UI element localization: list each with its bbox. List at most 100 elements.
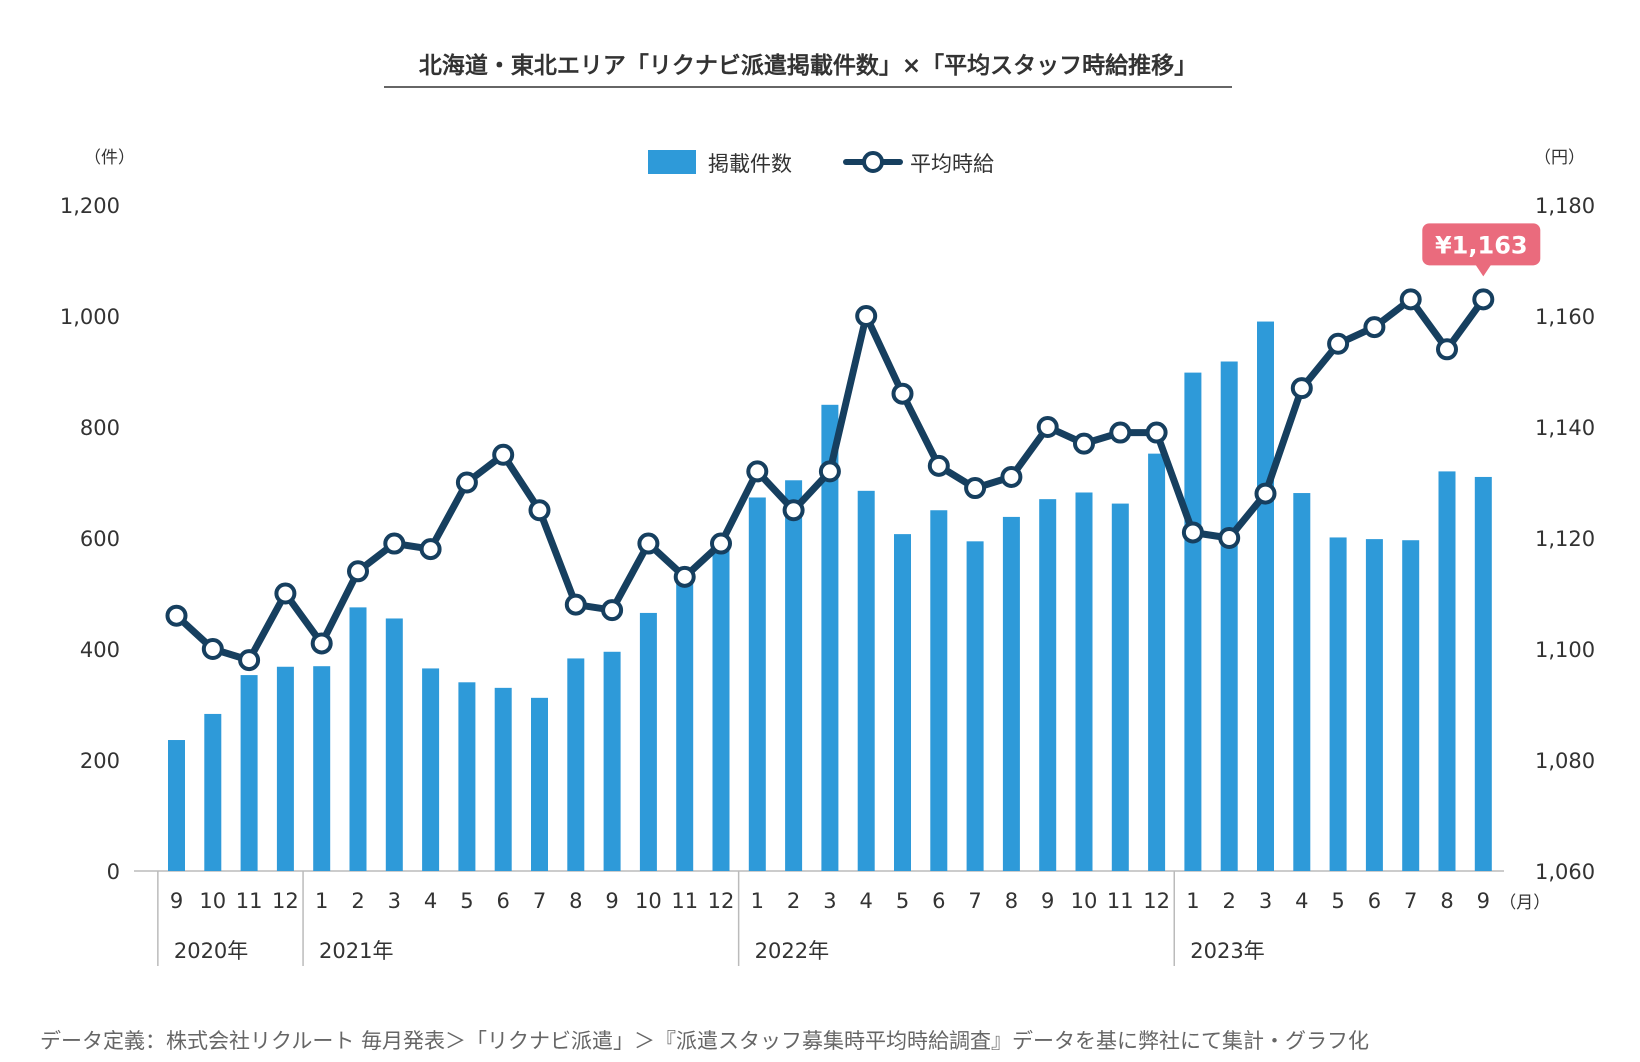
line-point bbox=[274, 582, 297, 605]
month-tick-label: 7 bbox=[1404, 889, 1417, 913]
bar-series bbox=[168, 321, 1492, 871]
line-point bbox=[710, 532, 732, 555]
line-point bbox=[310, 632, 333, 655]
right-tick-label: 1,060 bbox=[1535, 860, 1595, 884]
bar bbox=[276, 666, 294, 871]
line-point bbox=[165, 604, 188, 627]
bar bbox=[1293, 493, 1311, 871]
year-label: 2020年 bbox=[174, 939, 248, 963]
bar bbox=[1184, 372, 1202, 871]
month-tick-label: 10 bbox=[635, 889, 662, 913]
x-axis-labels: 9 10 11 12 1 2 3 4 5 6 7 8 9 10 11 12 1 2 3 4 5 6 7 8 9 10 11 12 1 2 3… bbox=[157, 871, 1550, 966]
month-tick-label: 8 bbox=[1440, 889, 1453, 913]
legend-line-marker bbox=[862, 151, 884, 173]
bar bbox=[1257, 321, 1274, 871]
bar bbox=[857, 490, 875, 871]
month-tick-label: 12 bbox=[272, 889, 299, 913]
line-point bbox=[564, 593, 587, 616]
bar bbox=[422, 668, 440, 871]
line-point bbox=[383, 532, 406, 555]
line-point bbox=[1436, 338, 1458, 361]
left-tick-label: 1,200 bbox=[60, 194, 120, 218]
callout-pointer bbox=[1475, 264, 1492, 277]
month-tick-label: 2 bbox=[351, 889, 364, 913]
bar bbox=[676, 581, 694, 871]
month-tick-label: 5 bbox=[460, 889, 473, 913]
bar bbox=[1039, 499, 1057, 871]
line-point bbox=[855, 305, 878, 327]
bar bbox=[349, 607, 367, 871]
right-tick-label: 1,080 bbox=[1535, 749, 1595, 773]
bar bbox=[1402, 540, 1420, 871]
month-tick-label: 11 bbox=[671, 889, 698, 913]
line-point bbox=[347, 560, 369, 583]
left-tick-label: 800 bbox=[80, 416, 120, 440]
month-tick-label: 9 bbox=[170, 889, 183, 913]
bar bbox=[1474, 476, 1492, 871]
line-series bbox=[165, 288, 1495, 672]
month-tick-label: 4 bbox=[1295, 889, 1308, 913]
month-tick-label: 9 bbox=[1041, 889, 1054, 913]
bar bbox=[204, 713, 222, 871]
line-point bbox=[1290, 377, 1313, 400]
month-tick-label: 2 bbox=[787, 889, 800, 913]
bar bbox=[1365, 539, 1383, 871]
month-tick-label: 4 bbox=[424, 889, 437, 913]
line-point bbox=[419, 538, 442, 561]
left-axis-unit: （件） bbox=[84, 148, 135, 168]
month-tick-label: 1 bbox=[315, 889, 328, 913]
bar bbox=[639, 612, 657, 871]
bar bbox=[1148, 453, 1166, 871]
line-point bbox=[528, 499, 551, 522]
line-point bbox=[1000, 465, 1023, 488]
bar bbox=[494, 687, 512, 871]
month-tick-label: 3 bbox=[823, 889, 836, 913]
right-tick-label: 1,160 bbox=[1535, 305, 1595, 329]
right-tick-label: 1,120 bbox=[1535, 527, 1595, 551]
line-point bbox=[1254, 482, 1277, 505]
month-tick-label: 10 bbox=[1071, 889, 1098, 913]
year-label: 2021年 bbox=[319, 939, 393, 963]
bar bbox=[712, 550, 730, 871]
right-tick-label: 1,180 bbox=[1535, 194, 1595, 218]
bar bbox=[748, 497, 766, 871]
bar bbox=[1111, 503, 1129, 871]
line-point bbox=[1109, 421, 1132, 444]
right-tick-label: 1,100 bbox=[1535, 638, 1595, 662]
month-tick-label: 11 bbox=[236, 889, 263, 913]
callout-text: ¥1,163 bbox=[1435, 231, 1528, 259]
line-point bbox=[927, 454, 950, 477]
year-label: 2022年 bbox=[755, 939, 829, 963]
line-point bbox=[1399, 288, 1422, 311]
left-tick-label: 600 bbox=[80, 527, 120, 551]
right-tick-label: 1,140 bbox=[1535, 416, 1595, 440]
month-tick-label: 2 bbox=[1223, 889, 1236, 913]
line-point bbox=[1327, 332, 1350, 355]
month-tick-label: 3 bbox=[1259, 889, 1272, 913]
line-point bbox=[637, 532, 660, 555]
bar bbox=[1002, 516, 1020, 871]
line-point bbox=[455, 471, 478, 494]
bar bbox=[1220, 361, 1238, 871]
line-point bbox=[201, 638, 224, 660]
line-point bbox=[1472, 288, 1495, 311]
line-point bbox=[746, 460, 769, 483]
month-tick-label: 5 bbox=[896, 889, 909, 913]
bar bbox=[458, 682, 476, 871]
bar bbox=[313, 666, 331, 871]
chart-title: 北海道・東北エリア「リクナビ派遣掲載件数」×「平均スタッフ時給推移」 bbox=[419, 52, 1197, 79]
line-point bbox=[1363, 316, 1386, 339]
legend-bar-label: 掲載件数 bbox=[708, 152, 792, 176]
legend: 掲載件数 平均時給 bbox=[648, 150, 994, 176]
line-point bbox=[1036, 416, 1059, 438]
line-point bbox=[492, 443, 515, 466]
month-tick-label: 12 bbox=[708, 889, 735, 913]
left-tick-label: 200 bbox=[80, 749, 120, 773]
line-point bbox=[818, 460, 841, 483]
left-tick-label: 400 bbox=[80, 638, 120, 662]
bar bbox=[603, 651, 621, 871]
line-point bbox=[673, 565, 696, 588]
month-tick-label: 8 bbox=[1005, 889, 1018, 913]
month-tick-label: 12 bbox=[1143, 889, 1170, 913]
